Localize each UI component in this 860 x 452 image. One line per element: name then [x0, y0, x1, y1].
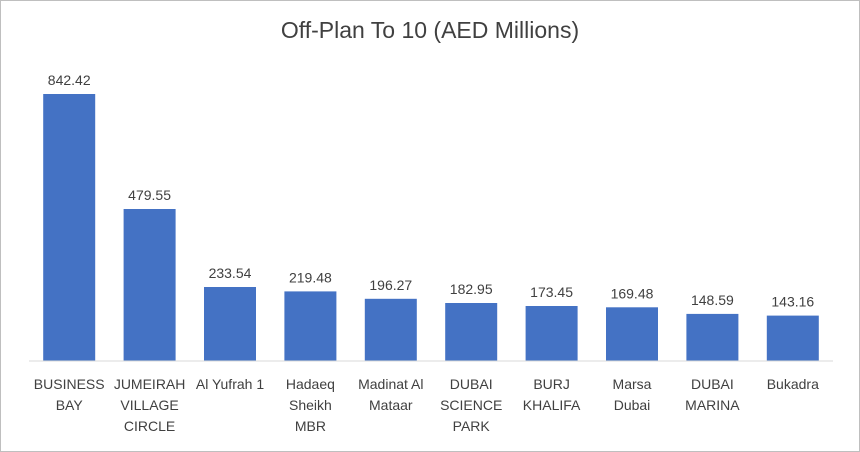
category-label-2: Al Yufrah 1	[196, 376, 264, 392]
value-label-7: 169.48	[611, 285, 654, 301]
category-label-line: Marsa	[613, 376, 652, 392]
category-label-line: Al Yufrah 1	[196, 376, 264, 392]
bar-6	[525, 306, 578, 361]
bar-3	[284, 291, 337, 361]
category-label-line: VILLAGE	[120, 397, 178, 413]
value-label-0: 842.42	[48, 72, 91, 88]
value-label-8: 148.59	[691, 292, 734, 308]
value-labels-layer: 842.42 479.55 233.54 219.48 196.27 182.95 173.…	[48, 72, 815, 310]
category-label-line: JUMEIRAH	[114, 376, 186, 392]
category-label-line: Madinat Al	[358, 376, 423, 392]
bar-1	[123, 209, 176, 361]
bar-7	[606, 307, 658, 361]
category-label-line: DUBAI	[691, 376, 734, 392]
category-label-8: DUBAI MARINA	[685, 376, 740, 413]
bar-0	[43, 94, 96, 361]
category-label-line: KHALIFA	[523, 397, 581, 413]
value-label-3: 219.48	[289, 269, 332, 285]
category-label-0: BUSINESS BAY	[34, 376, 105, 413]
category-label-line: MBR	[295, 418, 326, 434]
category-label-line: DUBAI	[450, 376, 493, 392]
category-label-line: Bukadra	[767, 376, 819, 392]
category-label-5: DUBAI SCIENCE PARK	[440, 376, 502, 434]
value-label-2: 233.54	[209, 265, 252, 281]
bar-8	[686, 313, 739, 361]
value-label-1: 479.55	[128, 187, 171, 203]
category-label-line: BAY	[56, 397, 84, 413]
category-label-line: MARINA	[685, 397, 740, 413]
category-label-line: Sheikh	[289, 397, 332, 413]
category-label-4: Madinat Al Mataar	[358, 376, 423, 413]
category-label-line: Hadaeq	[286, 376, 335, 392]
bar-5	[445, 303, 498, 361]
category-label-3: Hadaeq Sheikh MBR	[286, 376, 335, 434]
category-label-line: Dubai	[614, 397, 651, 413]
category-label-line: SCIENCE	[440, 397, 502, 413]
value-label-4: 196.27	[369, 277, 412, 293]
category-label-line: CIRCLE	[124, 418, 175, 434]
chart-title: Off-Plan To 10 (AED Millions)	[280, 17, 580, 43]
category-label-line: BUSINESS	[34, 376, 105, 392]
value-label-6: 173.45	[530, 284, 573, 300]
value-label-9: 143.16	[771, 294, 814, 310]
category-label-line: PARK	[453, 418, 491, 434]
category-label-6: BURJ KHALIFA	[523, 376, 581, 413]
bars-layer	[43, 94, 819, 361]
bar-2	[204, 287, 256, 361]
category-label-9: Bukadra	[767, 376, 819, 392]
category-label-line: BURJ	[533, 376, 570, 392]
category-label-1: JUMEIRAH VILLAGE CIRCLE	[114, 376, 186, 434]
bar-4	[364, 298, 417, 361]
category-label-7: Marsa Dubai	[613, 376, 652, 413]
bar-9	[766, 315, 819, 361]
category-label-line: Mataar	[369, 397, 413, 413]
category-labels-layer: BUSINESS BAY JUMEIRAH VILLAGE CIRCLE Al Yufra…	[34, 376, 819, 434]
value-label-5: 182.95	[450, 281, 493, 297]
